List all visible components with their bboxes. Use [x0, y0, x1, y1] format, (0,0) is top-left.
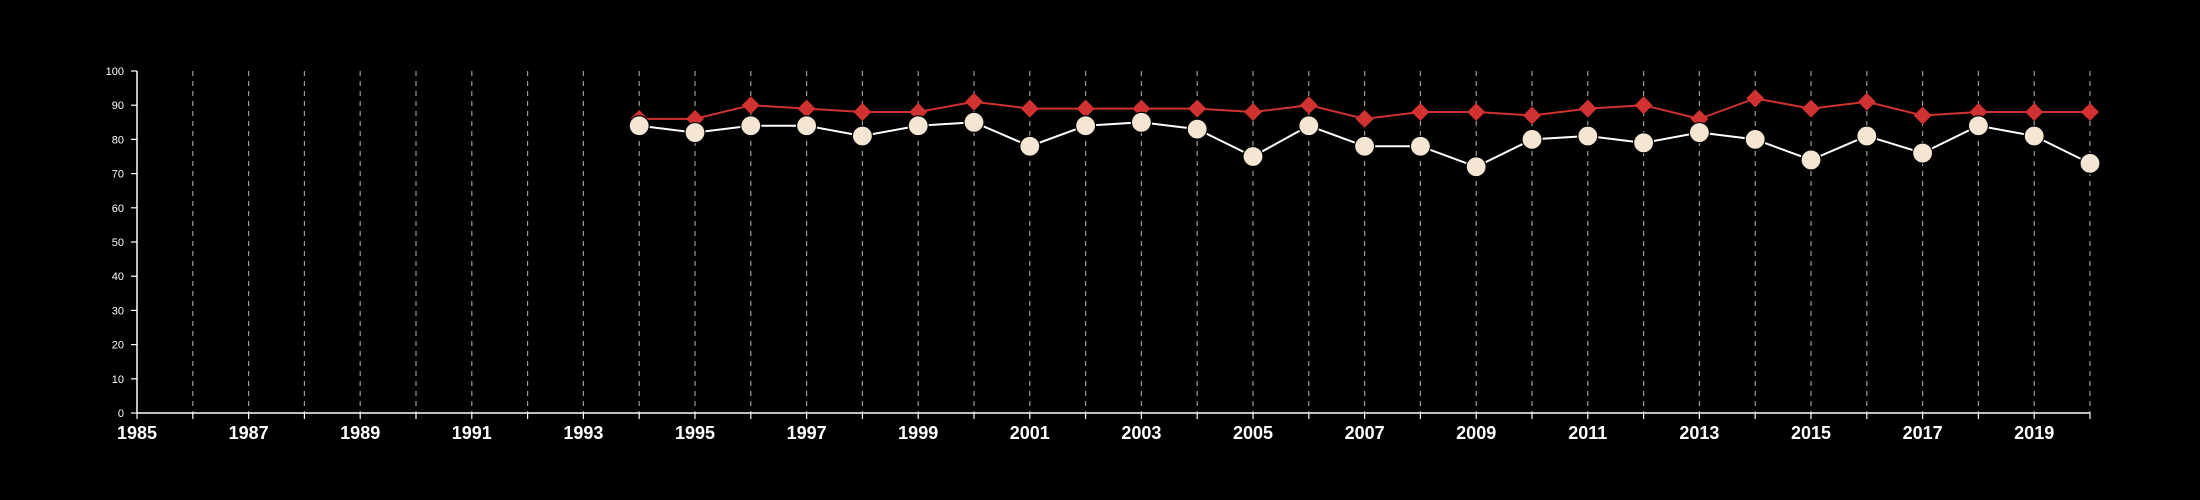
data-point-circle: [740, 115, 762, 137]
y-tick-label: 90: [112, 100, 124, 112]
data-point-diamond: [1467, 103, 1486, 122]
data-point-circle: [684, 121, 706, 144]
data-point-diamond: [1857, 92, 1876, 111]
data-point-circle: [1521, 128, 1543, 150]
x-tick-label: 1987: [229, 423, 269, 443]
axes: 0 10 20 30 40 50 60 70 80 90 100 1985 1987 1989 1991 19…: [106, 66, 2091, 443]
data-point-circle: [1242, 145, 1264, 168]
data-point-circle: [1577, 125, 1599, 147]
data-point-diamond: [1746, 89, 1765, 108]
data-point-diamond: [1913, 106, 1932, 125]
data-point-circle: [1856, 125, 1878, 147]
series: [628, 89, 2101, 178]
y-tick-label: 70: [112, 169, 124, 181]
data-point-circle: [795, 115, 818, 137]
data-point-circle: [1800, 149, 1822, 171]
data-point-circle: [1967, 115, 1990, 137]
data-point-diamond: [1411, 103, 1430, 122]
data-point-circle: [1744, 128, 1766, 150]
data-point-circle: [628, 115, 650, 137]
y-tick-label: 80: [112, 134, 124, 146]
data-point-circle: [1632, 132, 1655, 154]
data-point-diamond: [1634, 96, 1653, 115]
x-tick-label: 1997: [787, 423, 827, 443]
x-tick-label: 1993: [563, 423, 603, 443]
data-point-diamond: [1355, 109, 1374, 128]
x-tick-label: 2015: [1791, 423, 1831, 443]
data-point-circle: [2023, 125, 2045, 147]
data-point-circle: [1688, 121, 1711, 144]
data-point-diamond: [1578, 99, 1597, 118]
data-point-diamond: [1020, 99, 1039, 118]
data-point-circle: [1130, 111, 1153, 133]
data-point-diamond: [1076, 99, 1095, 118]
y-tick-label: 50: [112, 237, 124, 249]
x-tick-label: 1985: [117, 423, 157, 443]
x-tick-label: 1991: [452, 423, 492, 443]
data-point-diamond: [2025, 103, 2044, 122]
data-point-diamond: [965, 92, 983, 111]
y-tick-label: 30: [112, 305, 124, 317]
y-tick-label: 100: [106, 66, 124, 78]
data-point-diamond: [1244, 103, 1262, 122]
data-point-diamond: [2081, 103, 2099, 122]
data-point-circle: [963, 111, 985, 133]
data-point-circle: [1465, 156, 1487, 178]
x-tick-label: 2013: [1679, 423, 1719, 443]
data-point-circle: [1186, 118, 1208, 140]
data-point-circle: [1019, 135, 1041, 157]
x-tick-label: 1999: [898, 423, 938, 443]
data-point-circle: [2079, 152, 2101, 174]
x-tick-label: 2003: [1121, 423, 1161, 443]
data-point-diamond: [1188, 99, 1207, 118]
data-point-diamond: [1802, 99, 1820, 118]
data-point-diamond: [741, 96, 760, 115]
y-tick-label: 0: [118, 408, 124, 420]
x-tick-label: 2001: [1010, 423, 1050, 443]
data-point-circle: [907, 115, 929, 137]
x-tick-label: 2009: [1456, 423, 1496, 443]
data-point-diamond: [1299, 96, 1318, 115]
y-tick-label: 60: [112, 203, 124, 215]
x-tick-label: 2007: [1345, 423, 1385, 443]
x-tick-label: 1989: [340, 423, 380, 443]
y-tick-label: 10: [112, 374, 124, 386]
data-point-diamond: [853, 103, 872, 122]
data-point-circle: [1911, 142, 1934, 164]
x-tick-label: 2019: [2014, 423, 2054, 443]
x-tick-label: 2005: [1233, 423, 1273, 443]
data-point-circle: [851, 125, 874, 147]
y-tick-label: 20: [112, 340, 124, 352]
y-tick-label: 40: [112, 271, 124, 283]
data-point-diamond: [797, 99, 816, 118]
x-tick-label: 2017: [1903, 423, 1943, 443]
data-point-circle: [1409, 135, 1432, 157]
data-point-circle: [1353, 135, 1376, 157]
gridlines: [192, 71, 2091, 413]
data-point-circle: [1074, 115, 1097, 137]
data-point-circle: [1298, 115, 1320, 137]
x-tick-label: 2011: [1568, 423, 1607, 443]
x-tick-label: 1995: [675, 423, 715, 443]
data-point-diamond: [1523, 106, 1541, 125]
